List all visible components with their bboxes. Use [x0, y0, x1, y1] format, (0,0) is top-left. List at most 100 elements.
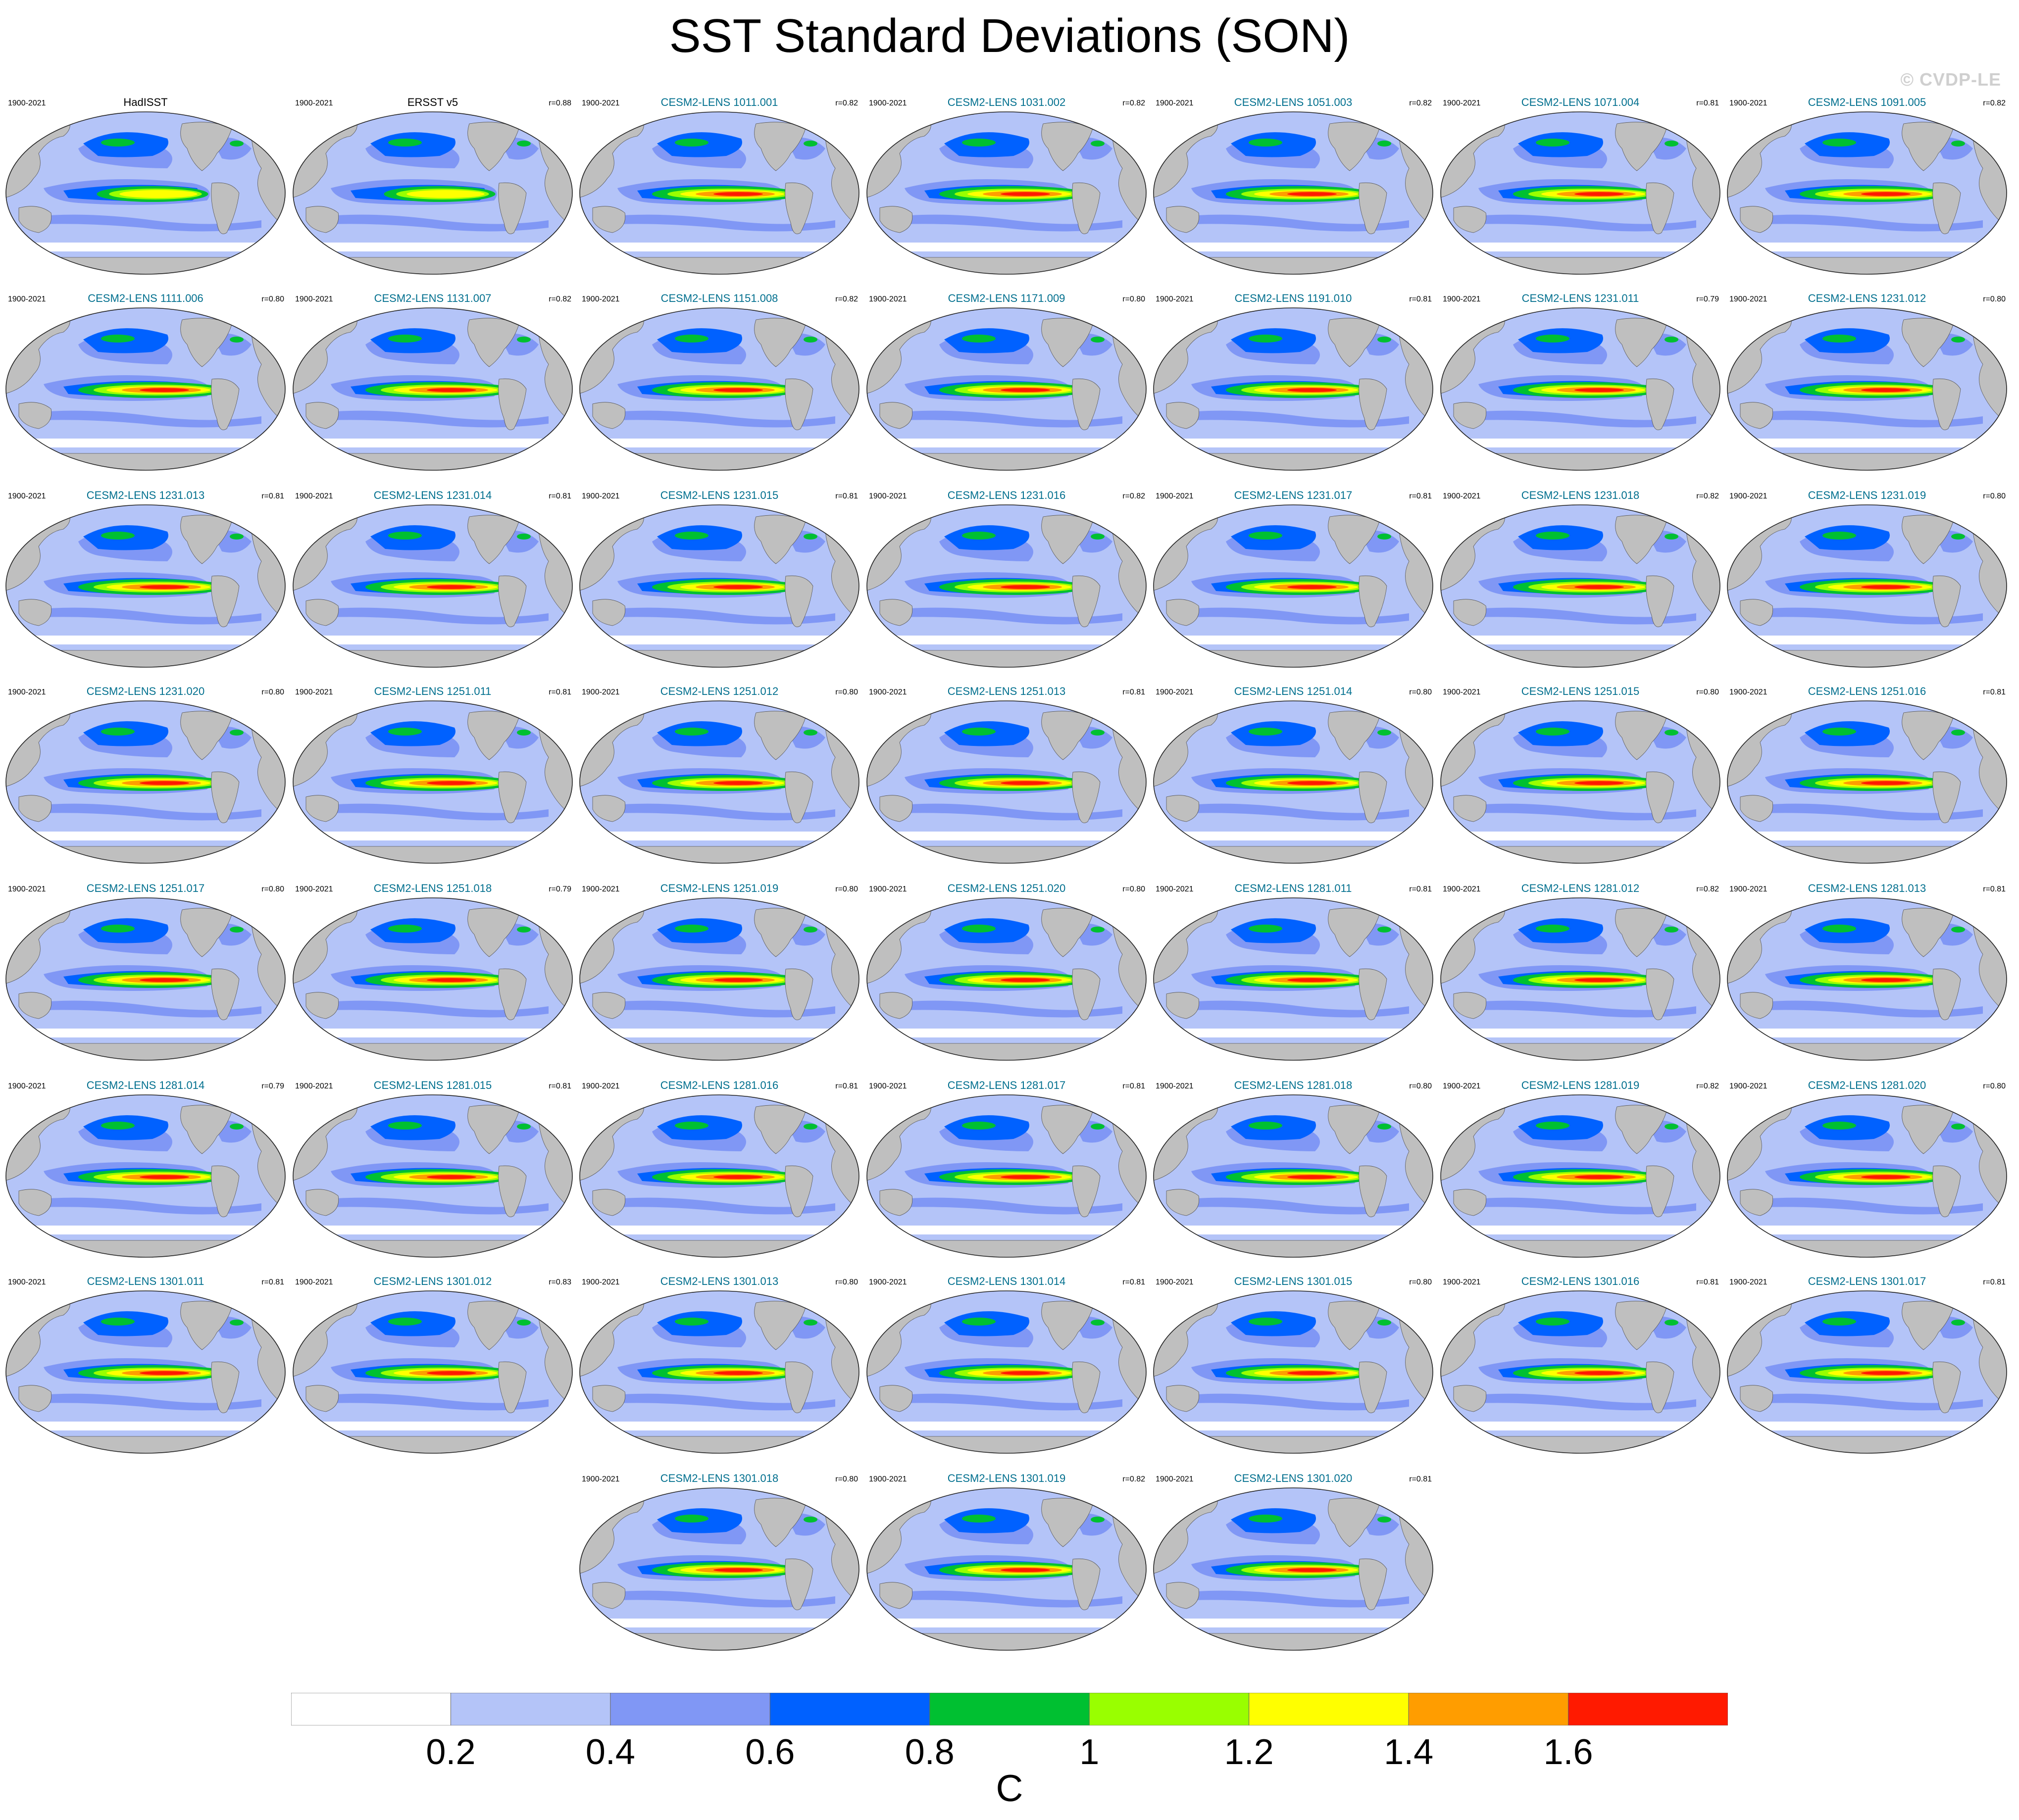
- gulf-stream-contour: [1091, 534, 1105, 540]
- panel-period: 1900-2021: [1443, 885, 1481, 893]
- panel-title: CESM2-LENS 1151.008: [660, 292, 778, 304]
- enso-contour-4: [1287, 388, 1337, 392]
- kuroshio-contour: [388, 335, 422, 343]
- panel-period: 1900-2021: [1156, 1082, 1194, 1090]
- southern-band: [1171, 214, 1409, 232]
- map-border: [579, 1094, 859, 1258]
- panel-title: CESM2-LENS 1231.017: [1234, 489, 1353, 501]
- gulf-stream-contour: [1665, 141, 1678, 147]
- enso-contour-4: [1001, 1371, 1050, 1375]
- enso-contour-4: [1287, 978, 1337, 982]
- panel-period: 1900-2021: [869, 295, 907, 303]
- sst-map: [866, 111, 1147, 275]
- southern-band: [24, 803, 261, 821]
- map-border: [5, 1290, 286, 1454]
- sst-map: [1153, 1487, 1433, 1651]
- panel-title: CESM2-LENS 1281.013: [1808, 882, 1926, 894]
- southern-ocean-band: [867, 1226, 1146, 1234]
- enso-contour-4: [1001, 781, 1050, 785]
- enso-contour-4: [1001, 978, 1050, 982]
- map-border: [579, 897, 859, 1061]
- map-panel: 1900-2021 CESM2-LENS 1231.012 r=0.80: [1725, 292, 2009, 483]
- sst-map: [1440, 504, 1720, 668]
- panel-period: 1900-2021: [869, 885, 907, 893]
- land-mass-1: [879, 599, 913, 626]
- map-border: [866, 1290, 1147, 1454]
- panel-period: 1900-2021: [8, 99, 46, 107]
- sst-map: [293, 111, 573, 275]
- panel-correlation: r=0.80: [1696, 688, 1719, 696]
- gulf-stream-contour: [230, 534, 244, 540]
- map-panel: 1900-2021 CESM2-LENS 1231.016 r=0.82: [865, 489, 1148, 680]
- panel-period: 1900-2021: [1729, 295, 1767, 303]
- panel-correlation: r=0.81: [261, 1278, 284, 1286]
- panel-correlation: r=0.79: [1696, 295, 1719, 303]
- panel-correlation: r=0.81: [1696, 1278, 1719, 1286]
- land-mass-1: [1740, 599, 1773, 626]
- southern-band: [1171, 1590, 1409, 1608]
- southern-ocean-band: [1154, 1226, 1433, 1234]
- land-mass-3: [498, 182, 527, 234]
- panel-title: CESM2-LENS 1301.020: [1234, 1472, 1353, 1484]
- panel-correlation: r=0.80: [1122, 885, 1145, 893]
- land-mass-1: [592, 206, 626, 233]
- map-panel: 1900-2021 CESM2-LENS 1251.018 r=0.79: [291, 882, 574, 1073]
- colorbar-box: [291, 1693, 451, 1725]
- southern-band: [885, 607, 1122, 625]
- colorbar-box: [769, 1693, 930, 1725]
- sst-map: [579, 700, 859, 864]
- panel-title: CESM2-LENS 1251.013: [947, 685, 1066, 697]
- land-mass-3: [1932, 575, 1961, 627]
- panel-correlation: r=0.80: [835, 688, 858, 696]
- panel-correlation: r=0.82: [549, 295, 571, 303]
- kuroshio-contour: [1822, 728, 1856, 736]
- enso-contour-4: [713, 781, 763, 785]
- panel-period: 1900-2021: [869, 99, 907, 107]
- gulf-stream-contour: [1951, 1124, 1965, 1130]
- map-panel: 1900-2021 CESM2-LENS 1251.011 r=0.81: [291, 685, 574, 876]
- panel-title: CESM2-LENS 1031.002: [947, 96, 1066, 108]
- land-mass-3: [1359, 1558, 1387, 1610]
- kuroshio-contour: [388, 1122, 422, 1130]
- map-border: [1153, 307, 1433, 471]
- panel-title: CESM2-LENS 1231.013: [86, 489, 205, 501]
- map-panel: 1900-2021 CESM2-LENS 1251.012 r=0.80: [578, 685, 861, 876]
- map-border: [1440, 700, 1720, 864]
- sst-map: [1440, 1094, 1720, 1258]
- enso-contour-4: [1861, 585, 1911, 589]
- panel-title: CESM2-LENS 1301.017: [1808, 1275, 1926, 1287]
- enso-contour-4: [713, 192, 763, 196]
- southern-ocean-band: [1154, 439, 1433, 447]
- map-panel: 1900-2021 CESM2-LENS 1251.017 r=0.80: [4, 882, 287, 1073]
- map-panel: 1900-2021 CESM2-LENS 1251.015 r=0.80: [1439, 685, 1722, 876]
- land-mass-3: [1646, 1165, 1674, 1217]
- map-panel: 1900-2021 CESM2-LENS 1301.013 r=0.80: [578, 1275, 861, 1466]
- southern-ocean-band: [6, 1226, 285, 1234]
- map-border: [866, 504, 1147, 668]
- southern-ocean-band: [580, 636, 859, 644]
- map-border: [293, 307, 573, 471]
- panel-title: CESM2-LENS 1231.011: [1521, 292, 1639, 304]
- kuroshio-contour: [1536, 925, 1569, 933]
- enso-contour-4: [427, 1175, 476, 1179]
- panel-period: 1900-2021: [8, 492, 46, 500]
- enso-contour-4: [1574, 192, 1624, 196]
- southern-ocean-band: [580, 832, 859, 840]
- land-mass-1: [1166, 1385, 1200, 1412]
- panel-period: 1900-2021: [295, 99, 333, 107]
- kuroshio-contour: [1249, 532, 1282, 540]
- gulf-stream-contour: [517, 730, 531, 736]
- sst-map: [1727, 1290, 2007, 1454]
- panel-title: CESM2-LENS 1251.019: [660, 882, 779, 894]
- kuroshio-contour: [101, 139, 135, 147]
- panel-period: 1900-2021: [869, 492, 907, 500]
- land-mass-1: [1453, 402, 1487, 429]
- colorbar-box: [450, 1693, 611, 1725]
- land-mass-3: [785, 1361, 813, 1413]
- sst-map: [1440, 1290, 1720, 1454]
- land-mass-1: [1453, 599, 1487, 626]
- gulf-stream-contour: [804, 1517, 817, 1523]
- land-mass-1: [1740, 1385, 1773, 1412]
- panel-period: 1900-2021: [1729, 1278, 1767, 1286]
- panel-period: 1900-2021: [1156, 688, 1194, 696]
